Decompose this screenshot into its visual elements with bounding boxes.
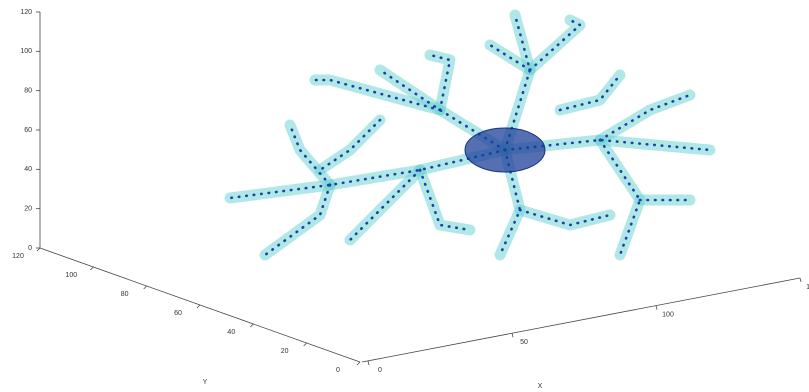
x-axis-label: X [538, 383, 543, 390]
y-tick-label: 60 [174, 310, 182, 317]
branch [290, 125, 330, 185]
branch [530, 20, 580, 70]
y-axis-label: Y [203, 379, 208, 386]
tick-mark [512, 333, 513, 337]
z-tick-label: 120 [20, 9, 32, 16]
y-tick-label: 0 [336, 367, 340, 374]
tick-mark [90, 267, 93, 270]
branch [420, 170, 470, 230]
branch [560, 75, 620, 110]
z-tick-label: 80 [24, 88, 32, 95]
x-tick-label: 100 [662, 312, 674, 319]
y-tick-label: 120 [12, 253, 24, 260]
tick-mark [197, 305, 200, 308]
tick-mark [37, 248, 40, 251]
tick-mark [656, 306, 657, 310]
z-tick-label: 60 [24, 127, 32, 134]
tick-mark [800, 278, 801, 282]
x-axis [362, 278, 800, 362]
branch [230, 150, 505, 198]
tick-mark [144, 286, 147, 289]
branch [320, 120, 380, 170]
chart: X Y 0 20 40 60 80 100 120 0 20 40 60 80 100 120 0 50 100… [0, 0, 809, 392]
branch [600, 140, 640, 255]
z-tick-label: 20 [24, 206, 32, 213]
tick-mark [357, 362, 360, 365]
z-tick-label: 100 [20, 48, 32, 55]
x-tick-label: 50 [520, 339, 528, 346]
tick-mark [368, 361, 369, 365]
tick-mark [304, 343, 307, 346]
z-tick-label: 0 [28, 245, 32, 252]
tick-mark [250, 324, 253, 327]
x-tick-label: 0 [378, 367, 382, 374]
dendrite-cloud [230, 15, 710, 255]
y-tick-label: 40 [227, 329, 235, 336]
z-tick-label: 40 [24, 166, 32, 173]
y-tick-label: 20 [281, 348, 289, 355]
y-tick-label: 100 [65, 272, 77, 279]
y-tick-label: 80 [121, 291, 129, 298]
core [465, 128, 545, 172]
branch [520, 210, 610, 225]
